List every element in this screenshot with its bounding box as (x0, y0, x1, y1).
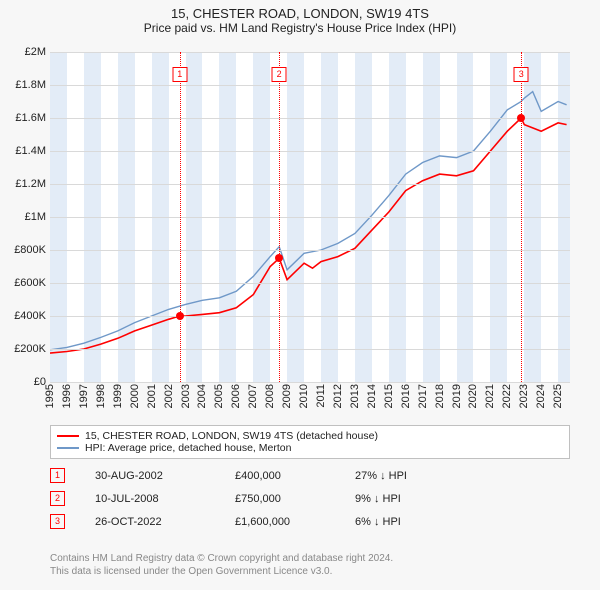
event-row-delta: 9% ↓ HPI (355, 493, 455, 505)
attribution-line-2: This data is licensed under the Open Gov… (50, 565, 570, 578)
y-tick-label: £1.6M (15, 112, 46, 124)
gridline (50, 151, 570, 152)
x-tick-label: 1999 (112, 384, 124, 408)
x-tick-label: 2016 (400, 384, 412, 408)
event-row-date: 10-JUL-2008 (95, 493, 205, 505)
y-tick-label: £1.8M (15, 79, 46, 91)
chart-title: 15, CHESTER ROAD, LONDON, SW19 4TS (0, 0, 600, 21)
attribution: Contains HM Land Registry data © Crown c… (50, 552, 570, 578)
legend-item-price: 15, CHESTER ROAD, LONDON, SW19 4TS (deta… (57, 430, 563, 442)
x-tick-label: 2018 (434, 384, 446, 408)
x-tick-label: 1995 (44, 384, 56, 408)
x-tick-label: 2000 (129, 384, 141, 408)
event-row-delta: 27% ↓ HPI (355, 470, 455, 482)
event-dot (176, 312, 184, 320)
event-flag: 3 (514, 67, 529, 82)
legend-swatch-hpi (57, 447, 79, 450)
x-tick-label: 2010 (298, 384, 310, 408)
x-tick-label: 2015 (383, 384, 395, 408)
event-row-flag: 2 (50, 491, 65, 506)
legend-label-hpi: HPI: Average price, detached house, Mert… (85, 442, 291, 454)
y-tick-label: £1.2M (15, 178, 46, 190)
x-tick-label: 2009 (281, 384, 293, 408)
series-hpi_blue (50, 92, 567, 350)
event-row-flag: 3 (50, 514, 65, 529)
gridline (50, 382, 570, 383)
x-tick-label: 2020 (467, 384, 479, 408)
event-flag: 2 (272, 67, 287, 82)
x-tick-label: 2008 (264, 384, 276, 408)
gridline (50, 250, 570, 251)
event-row-delta: 6% ↓ HPI (355, 516, 455, 528)
gridline (50, 349, 570, 350)
gridline (50, 52, 570, 53)
event-dot (275, 254, 283, 262)
x-axis-labels: 1995199619971998199920002001200220032004… (50, 384, 570, 424)
event-row-flag: 1 (50, 468, 65, 483)
series-price_red (50, 118, 567, 353)
event-row: 2 10-JUL-2008 £750,000 9% ↓ HPI (50, 491, 570, 506)
event-row-price: £1,600,000 (235, 516, 325, 528)
event-dot (517, 114, 525, 122)
event-row-date: 26-OCT-2022 (95, 516, 205, 528)
x-tick-label: 2019 (451, 384, 463, 408)
x-tick-label: 2022 (501, 384, 513, 408)
y-tick-label: £800K (14, 244, 46, 256)
event-line (180, 52, 181, 382)
x-tick-label: 2006 (230, 384, 242, 408)
plot-area: £0£200K£400K£600K£800K£1M£1.2M£1.4M£1.6M… (50, 52, 570, 382)
x-tick-label: 2012 (332, 384, 344, 408)
x-tick-label: 2005 (213, 384, 225, 408)
gridline (50, 283, 570, 284)
legend-label-price: 15, CHESTER ROAD, LONDON, SW19 4TS (deta… (85, 430, 378, 442)
gridline (50, 118, 570, 119)
x-tick-label: 2023 (518, 384, 530, 408)
x-tick-label: 1996 (61, 384, 73, 408)
x-tick-label: 2001 (146, 384, 158, 408)
y-tick-label: £200K (14, 343, 46, 355)
event-row: 3 26-OCT-2022 £1,600,000 6% ↓ HPI (50, 514, 570, 529)
y-tick-label: £400K (14, 310, 46, 322)
x-tick-label: 2007 (247, 384, 259, 408)
x-tick-label: 2021 (484, 384, 496, 408)
event-flag: 1 (172, 67, 187, 82)
x-tick-label: 2002 (163, 384, 175, 408)
event-row-price: £400,000 (235, 470, 325, 482)
y-tick-label: £1.4M (15, 145, 46, 157)
x-tick-label: 1997 (78, 384, 90, 408)
y-tick-label: £1M (25, 211, 46, 223)
gridline (50, 217, 570, 218)
x-tick-label: 2003 (180, 384, 192, 408)
x-tick-label: 2013 (349, 384, 361, 408)
x-tick-label: 1998 (95, 384, 107, 408)
event-line (521, 52, 522, 382)
x-tick-label: 2004 (196, 384, 208, 408)
legend-swatch-price (57, 435, 79, 438)
x-tick-label: 2024 (535, 384, 547, 408)
gridline (50, 316, 570, 317)
event-row: 1 30-AUG-2002 £400,000 27% ↓ HPI (50, 468, 570, 483)
x-tick-label: 2017 (417, 384, 429, 408)
legend-item-hpi: HPI: Average price, detached house, Mert… (57, 442, 563, 454)
event-row-date: 30-AUG-2002 (95, 470, 205, 482)
gridline (50, 85, 570, 86)
legend: 15, CHESTER ROAD, LONDON, SW19 4TS (deta… (50, 425, 570, 459)
x-tick-label: 2011 (315, 384, 327, 408)
y-tick-label: £2M (25, 46, 46, 58)
gridline (50, 184, 570, 185)
events-table: 1 30-AUG-2002 £400,000 27% ↓ HPI 2 10-JUL-200… (50, 468, 570, 537)
event-line (279, 52, 280, 382)
chart-container: 15, CHESTER ROAD, LONDON, SW19 4TS Price… (0, 0, 600, 590)
y-tick-label: £600K (14, 277, 46, 289)
x-tick-label: 2014 (366, 384, 378, 408)
attribution-line-1: Contains HM Land Registry data © Crown c… (50, 552, 570, 565)
event-row-price: £750,000 (235, 493, 325, 505)
x-tick-label: 2025 (552, 384, 564, 408)
chart-subtitle: Price paid vs. HM Land Registry's House … (0, 21, 600, 39)
